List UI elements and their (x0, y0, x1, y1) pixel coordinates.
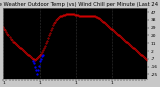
Title: Milwaukee Weather Outdoor Temp (vs) Wind Chill per Minute (Last 24 Hours): Milwaukee Weather Outdoor Temp (vs) Wind… (0, 2, 160, 7)
